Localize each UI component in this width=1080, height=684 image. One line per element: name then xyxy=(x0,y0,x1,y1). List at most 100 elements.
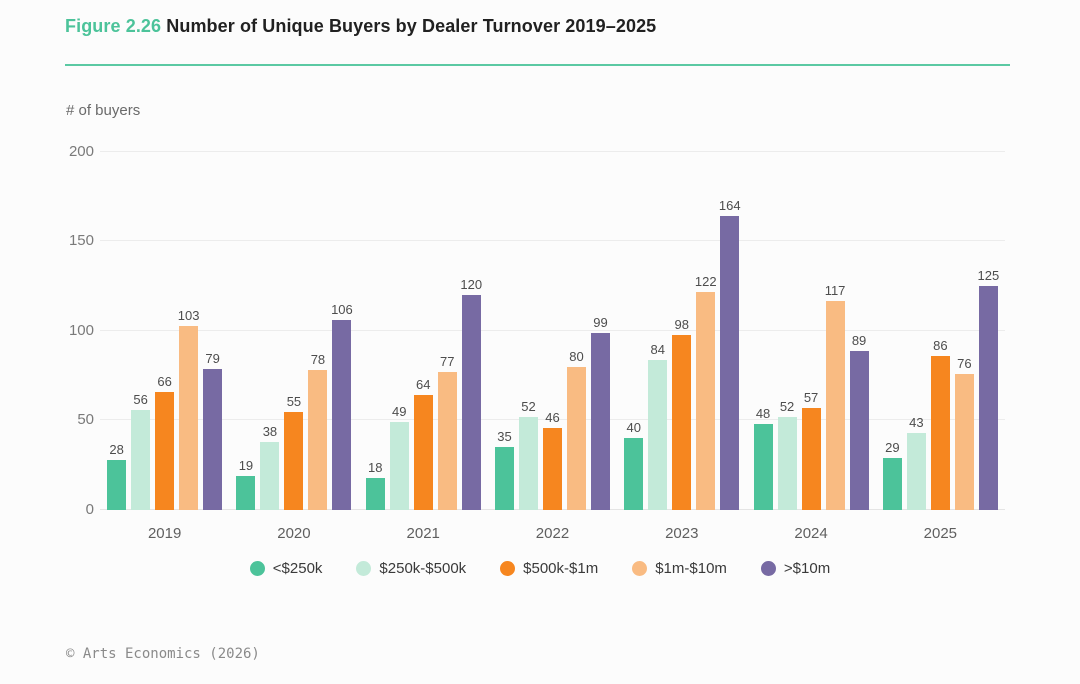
bar-column: 19 xyxy=(236,458,256,510)
legend-item: $250k-$500k xyxy=(356,560,466,577)
bar-value-label: 84 xyxy=(650,342,665,357)
bar xyxy=(801,408,821,510)
bar xyxy=(179,326,199,510)
bar-value-label: 49 xyxy=(391,404,407,419)
copyright-footer: © Arts Economics (2026) xyxy=(66,646,260,662)
grid-line xyxy=(100,240,1005,241)
bar xyxy=(365,478,385,510)
legend-swatch-icon xyxy=(760,561,776,576)
bar-column: 57 xyxy=(801,390,821,510)
bar xyxy=(542,428,562,510)
bar xyxy=(753,424,773,510)
bar xyxy=(978,286,998,510)
bar-group-2020: 19 38 55 78 106 2020 xyxy=(236,302,353,542)
title-divider-rule xyxy=(65,64,1010,66)
bar-value-label: 52 xyxy=(779,399,795,414)
bar-value-label: 52 xyxy=(521,399,536,414)
bar xyxy=(107,460,127,510)
bar xyxy=(518,417,538,510)
bar-column: 164 xyxy=(718,198,741,510)
bar xyxy=(882,458,902,510)
bar-value-label: 164 xyxy=(718,198,741,213)
bar-column: 106 xyxy=(331,302,353,510)
bar-value-label: 48 xyxy=(755,406,771,421)
bar-group-2024: 48 52 57 117 89 2024 xyxy=(753,283,869,542)
bar-value-label: 18 xyxy=(367,460,383,475)
bar-value-label: 117 xyxy=(824,283,846,298)
bar-value-label: 35 xyxy=(497,429,512,444)
bar-column: 125 xyxy=(977,268,999,510)
bar-column: 55 xyxy=(284,394,304,510)
legend-item: <$250k xyxy=(249,560,322,577)
bar xyxy=(332,320,352,510)
bar-column: 52 xyxy=(518,399,538,510)
bar-chart-plot-area: 0 50 100 150 200 28 56 66 103 79 2019 19 38 55 78 106 20… xyxy=(69,143,1005,542)
legend-swatch-icon xyxy=(500,561,516,576)
bar-groups: 28 56 66 103 79 2019 19 38 55 78 106 2020 18 49 64 77 12… xyxy=(100,152,1005,542)
bar-value-label: 89 xyxy=(851,333,867,348)
grid-line xyxy=(100,419,1005,420)
bar-column: 66 xyxy=(155,374,175,510)
bar-value-label: 19 xyxy=(238,458,254,473)
bar xyxy=(954,374,974,510)
x-tick-label: 2024 xyxy=(794,525,828,542)
bar-column: 122 xyxy=(695,274,717,510)
bar-column: 43 xyxy=(906,415,926,510)
bar-value-label: 86 xyxy=(933,338,948,353)
bar-group-2021: 18 49 64 77 120 2021 xyxy=(365,277,483,542)
bar xyxy=(413,395,433,510)
bar-column: 38 xyxy=(260,424,280,510)
bar-column: 84 xyxy=(648,342,668,510)
bar-value-label: 76 xyxy=(957,356,972,371)
bar-value-label: 120 xyxy=(460,277,483,292)
bar-value-label: 38 xyxy=(262,424,278,439)
x-tick-label: 2020 xyxy=(277,525,311,542)
bar xyxy=(930,356,950,510)
y-tick-label: 0 xyxy=(85,501,94,518)
bar-column: 46 xyxy=(542,410,562,510)
bar-column: 103 xyxy=(178,308,200,510)
bar xyxy=(566,367,586,510)
bar xyxy=(825,301,845,510)
bar-group-2022: 35 52 46 80 99 2022 xyxy=(494,315,610,542)
bar-column: 79 xyxy=(203,351,223,510)
bar-column: 80 xyxy=(566,349,586,510)
y-tick-label: 200 xyxy=(68,143,94,160)
bar-column: 99 xyxy=(590,315,610,510)
x-tick-label: 2021 xyxy=(406,525,440,542)
bar xyxy=(203,369,223,510)
bar-column: 77 xyxy=(437,354,457,510)
bar-value-label: 57 xyxy=(803,390,819,405)
bar-column: 117 xyxy=(824,283,846,510)
bar-value-label: 56 xyxy=(133,392,148,407)
y-axis-label: # of buyers xyxy=(66,102,141,119)
legend-label: >$10m xyxy=(783,560,831,577)
bar-value-label: 77 xyxy=(439,354,455,369)
bar-column: 52 xyxy=(777,399,797,510)
bar-column: 28 xyxy=(107,442,127,510)
figure-number-label: Figure 2.26 xyxy=(65,16,162,36)
legend-swatch-icon xyxy=(632,561,648,576)
bar xyxy=(494,447,514,510)
bar-group-2025: 29 43 86 76 125 2025 xyxy=(882,268,999,542)
bar xyxy=(777,417,797,510)
grid-line xyxy=(100,330,1005,331)
bar xyxy=(672,335,692,510)
y-tick-label: 50 xyxy=(77,411,94,428)
y-tick-label: 150 xyxy=(68,232,94,249)
figure-title: Figure 2.26 Number of Unique Buyers by D… xyxy=(65,16,656,37)
bar-column: 40 xyxy=(624,420,644,510)
y-tick-label: 100 xyxy=(68,322,94,339)
x-tick-label: 2023 xyxy=(665,525,699,542)
bar xyxy=(720,216,740,510)
bar-column: 120 xyxy=(460,277,483,510)
bar-value-label: 99 xyxy=(593,315,608,330)
bar-value-label: 55 xyxy=(286,394,302,409)
legend-item: $500k-$1m xyxy=(500,560,598,577)
bar-column: 76 xyxy=(954,356,974,510)
bar xyxy=(624,438,644,510)
bar-column: 98 xyxy=(672,317,692,510)
bar xyxy=(849,351,869,510)
bar-column: 89 xyxy=(849,333,869,510)
